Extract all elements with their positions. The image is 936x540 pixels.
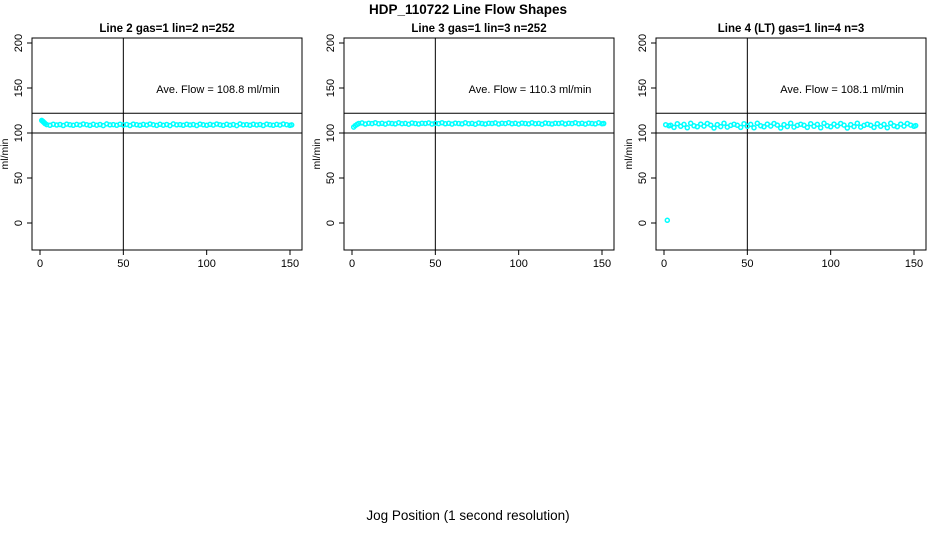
x-tick-label: 100 <box>509 258 527 270</box>
chart-title: HDP_110722 Line Flow Shapes <box>368 2 568 17</box>
panel-line-3: Line 3 gas=1 lin=3 n=252 0 50 100 150 0 50 100 1… <box>312 20 624 272</box>
y-axis: 0 50 100 150 200 ml/min <box>312 34 344 226</box>
y-tick-label: 150 <box>637 79 649 97</box>
x-tick-label: 50 <box>741 258 753 270</box>
x-axis: 0 50 100 150 <box>349 250 611 270</box>
y-axis: 0 50 100 150 200 ml/min <box>0 34 32 226</box>
x-axis: 0 50 100 150 <box>37 250 299 270</box>
panel-line-3-plot: Line 3 gas=1 lin=3 n=252 0 50 100 150 0 50 100 1… <box>312 23 615 270</box>
x-tick-label: 150 <box>905 258 923 270</box>
y-axis-title: ml/min <box>312 138 323 169</box>
y-axis: 0 50 100 150 200 ml/min <box>624 34 656 226</box>
y-tick-label: 200 <box>13 34 25 52</box>
panels-row: Line 2 gas=1 lin=2 n=252 0 50 100 150 0 50 100 1… <box>0 20 936 272</box>
panel-title: Line 3 gas=1 lin=3 n=252 <box>411 23 546 35</box>
panel-line-2-plot: Line 2 gas=1 lin=2 n=252 0 50 100 150 0 50 100 1… <box>0 23 303 270</box>
panel-title: Line 4 (LT) gas=1 lin=4 n=3 <box>718 23 864 35</box>
y-tick-label: 100 <box>637 124 649 142</box>
y-tick-label: 0 <box>325 220 337 226</box>
plot-box <box>655 37 927 251</box>
x-tick-label: 150 <box>593 258 611 270</box>
y-tick-label: 50 <box>325 172 337 184</box>
x-tick-label: 50 <box>429 258 441 270</box>
x-tick-label: 0 <box>349 258 355 270</box>
scatter-points <box>662 120 919 224</box>
y-axis-title: ml/min <box>624 138 635 169</box>
plot-box <box>31 37 303 251</box>
y-tick-label: 150 <box>325 79 337 97</box>
y-tick-label: 200 <box>325 34 337 52</box>
y-axis-title: ml/min <box>0 138 11 169</box>
panel-title: Line 2 gas=1 lin=2 n=252 <box>99 23 234 35</box>
x-tick-label: 0 <box>37 258 43 270</box>
y-tick-label: 50 <box>637 172 649 184</box>
y-tick-label: 100 <box>13 124 25 142</box>
y-tick-label: 0 <box>13 220 25 226</box>
ave-flow-annotation: Ave. Flow = 108.8 ml/min <box>156 84 280 96</box>
y-tick-label: 200 <box>637 34 649 52</box>
x-axis: 0 50 100 150 <box>661 250 923 270</box>
y-tick-label: 50 <box>13 172 25 184</box>
scatter-points <box>350 119 607 130</box>
reference-lines <box>32 38 302 250</box>
x-tick-label: 50 <box>117 258 129 270</box>
ave-flow-annotation: Ave. Flow = 108.1 ml/min <box>780 84 904 96</box>
y-tick-label: 150 <box>13 79 25 97</box>
x-tick-label: 100 <box>821 258 839 270</box>
x-axis-label: Jog Position (1 second resolution) <box>366 508 570 523</box>
reference-lines <box>344 38 614 250</box>
x-tick-label: 100 <box>197 258 215 270</box>
panel-line-4-plot: Line 4 (LT) gas=1 lin=4 n=3 0 50 100 150 0 50 1… <box>624 23 927 270</box>
panel-line-2: Line 2 gas=1 lin=2 n=252 0 50 100 150 0 50 100 1… <box>0 20 312 272</box>
ave-flow-annotation: Ave. Flow = 110.3 ml/min <box>469 84 592 96</box>
y-tick-label: 0 <box>637 220 649 226</box>
x-tick-label: 0 <box>661 258 667 270</box>
plot-box <box>343 37 615 251</box>
reference-lines <box>656 38 926 250</box>
scatter-points <box>38 117 295 129</box>
panel-line-4: Line 4 (LT) gas=1 lin=4 n=3 0 50 100 150 0 50 1… <box>624 20 936 272</box>
x-tick-label: 150 <box>281 258 299 270</box>
y-tick-label: 100 <box>325 124 337 142</box>
